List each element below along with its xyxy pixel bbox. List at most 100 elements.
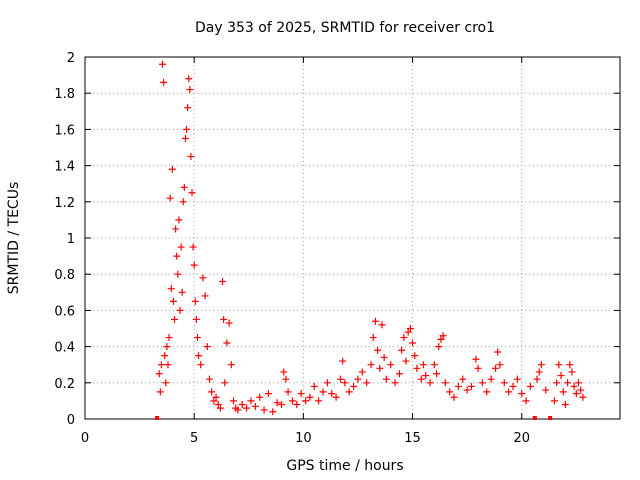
data-point	[350, 382, 358, 390]
data-point	[164, 361, 172, 369]
data-point	[417, 375, 425, 383]
data-point	[559, 388, 567, 396]
y-tick-label: 0.4	[54, 341, 75, 356]
data-point	[430, 361, 438, 369]
x-tick-label: 20	[513, 431, 530, 446]
data-point	[374, 346, 382, 354]
data-point	[398, 346, 406, 354]
data-point	[328, 390, 336, 398]
data-point	[575, 379, 583, 387]
data-point	[216, 404, 224, 412]
data-point	[435, 343, 443, 351]
data-point	[251, 402, 259, 410]
data-point	[553, 379, 561, 387]
data-point	[155, 416, 160, 420]
data-point	[363, 379, 371, 387]
data-point	[572, 390, 580, 398]
data-point	[186, 86, 194, 94]
data-point	[568, 368, 576, 376]
data-point	[229, 397, 237, 405]
data-point	[155, 370, 163, 378]
axis-ticks	[84, 56, 620, 420]
data-point	[378, 321, 386, 329]
data-point	[310, 382, 318, 390]
data-point	[315, 397, 323, 405]
data-point	[197, 361, 205, 369]
data-point	[526, 382, 534, 390]
data-point	[165, 334, 173, 342]
data-point	[201, 292, 209, 300]
data-point	[341, 379, 349, 387]
y-tick-label: 0.2	[54, 377, 75, 392]
data-point	[577, 386, 585, 394]
data-point	[535, 368, 543, 376]
data-point	[256, 393, 264, 401]
data-point	[284, 388, 292, 396]
data-point	[179, 198, 187, 206]
data-point	[247, 397, 255, 405]
y-tick-label: 0.6	[54, 304, 75, 319]
data-point	[203, 343, 211, 351]
data-point	[433, 370, 441, 378]
data-point	[171, 315, 179, 323]
data-point	[183, 125, 191, 133]
data-point	[282, 375, 290, 383]
data-point	[550, 397, 558, 405]
data-point	[319, 388, 327, 396]
data-point	[391, 379, 399, 387]
data-point	[566, 361, 574, 369]
data-point	[192, 315, 200, 323]
data-point	[212, 393, 220, 401]
data-point	[441, 379, 449, 387]
data-point	[227, 361, 235, 369]
data-point	[358, 368, 366, 376]
data-point	[219, 277, 227, 285]
data-point	[367, 361, 375, 369]
data-point	[468, 382, 476, 390]
data-point	[225, 319, 233, 327]
data-point	[175, 216, 183, 224]
data-point	[426, 379, 434, 387]
data-point	[354, 375, 362, 383]
data-point	[413, 364, 421, 372]
data-point	[178, 288, 186, 296]
data-point	[180, 183, 188, 191]
data-point	[208, 388, 216, 396]
data-point	[195, 352, 203, 360]
data-point	[243, 404, 251, 412]
data-point	[177, 243, 185, 251]
data-point	[402, 357, 410, 365]
data-point	[387, 361, 395, 369]
data-point	[345, 388, 353, 396]
y-tick-label: 1.2	[54, 196, 75, 211]
data-point	[163, 343, 171, 351]
data-point	[406, 325, 414, 332]
data-point	[278, 401, 286, 409]
data-point	[492, 364, 500, 372]
y-tick-label: 2	[67, 51, 75, 66]
data-point	[548, 416, 553, 420]
data-point	[210, 397, 218, 405]
data-point	[220, 315, 228, 323]
data-point	[380, 353, 388, 361]
data-point	[382, 375, 390, 383]
data-point	[483, 388, 491, 396]
x-tick-label: 5	[190, 431, 198, 446]
data-point	[166, 194, 174, 202]
data-point	[339, 357, 347, 365]
data-point	[459, 375, 467, 383]
data-point	[189, 243, 197, 251]
tick-labels: 00.20.40.60.811.21.41.61.820 5 10 15 20	[54, 51, 530, 446]
data-point	[280, 368, 288, 376]
data-point	[505, 388, 513, 396]
data-point	[234, 406, 242, 414]
y-tick-label: 0	[67, 413, 75, 428]
data-point	[532, 416, 537, 420]
data-point	[221, 379, 229, 387]
data-point	[185, 75, 193, 83]
data-point	[533, 375, 541, 383]
data-point	[190, 261, 198, 269]
data-point	[323, 379, 331, 387]
data-point	[404, 328, 412, 336]
x-tick-label: 15	[404, 431, 421, 446]
